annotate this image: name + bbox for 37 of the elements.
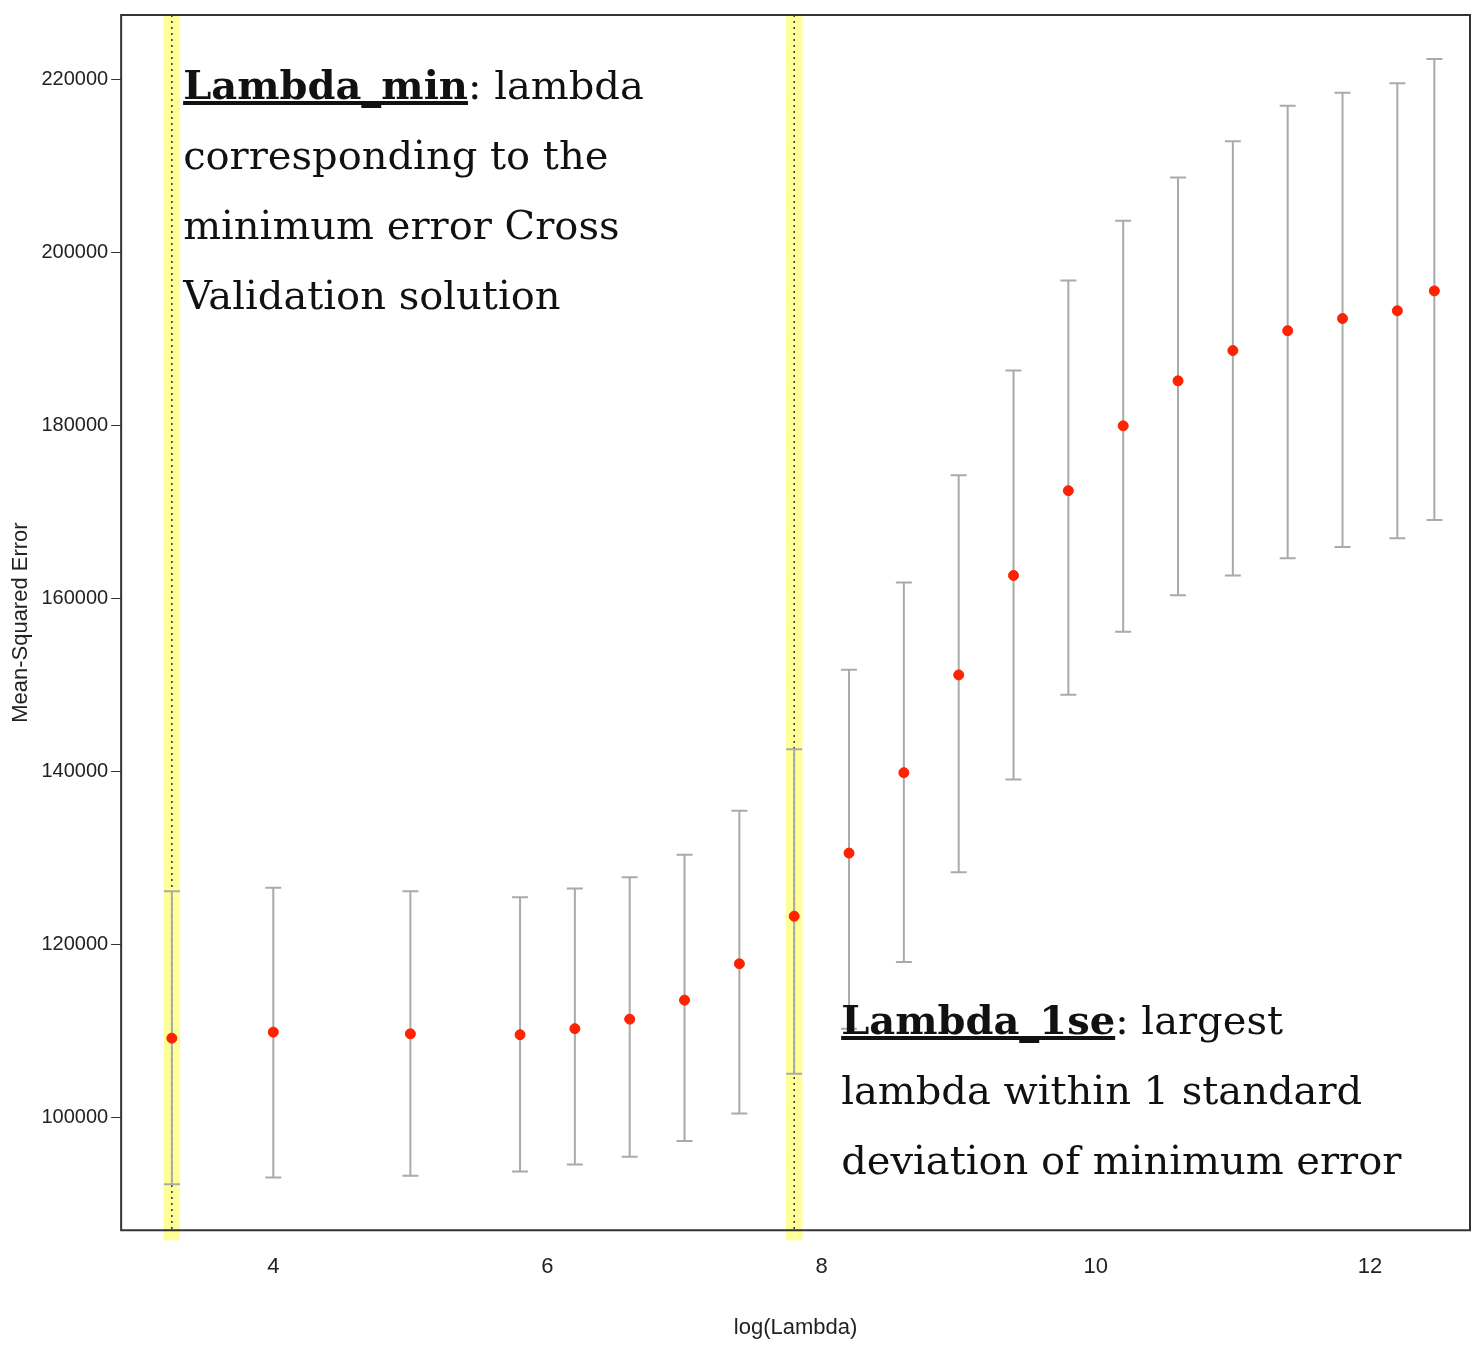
point [1391,305,1403,317]
point [1428,285,1440,297]
point [569,1023,581,1035]
y-tick-label: 140000 [41,759,109,782]
y-tick-label: 200000 [41,240,109,263]
point [624,1013,636,1025]
point [166,1032,178,1044]
y-tick-label: 100000 [41,1105,109,1128]
point [1227,345,1239,357]
y-tick-label: 220000 [41,67,109,90]
point [1172,375,1184,387]
point [843,847,855,859]
y-axis-title: Mean-Squared Error [7,522,33,723]
point [1337,313,1349,325]
point [679,994,691,1006]
y-tick-label: 160000 [41,586,109,609]
y-tick-label: 180000 [41,413,109,436]
x-tick-label: 8 [815,1253,828,1279]
point [953,669,965,681]
x-tick-label: 10 [1083,1253,1109,1279]
point [1282,325,1294,337]
point [898,767,910,779]
point [514,1029,526,1041]
point [1117,420,1129,432]
point [1008,569,1020,581]
point [404,1028,416,1040]
point [267,1026,279,1038]
x-tick-label: 12 [1357,1253,1383,1279]
point [1062,485,1074,497]
annotation: Lambda_1se: largest lambda within 1 standard deviation of minimum error [841,995,1403,1186]
x-tick-label: 4 [267,1253,280,1279]
x-axis-title: log(Lambda) [733,1313,858,1339]
y-tick-label: 120000 [41,932,109,955]
x-tick-label: 6 [541,1253,554,1279]
point [788,910,800,922]
point [733,958,745,970]
annotation: Lambda_min: lambda corresponding to the minimum error Cross Validation solution [183,60,645,320]
